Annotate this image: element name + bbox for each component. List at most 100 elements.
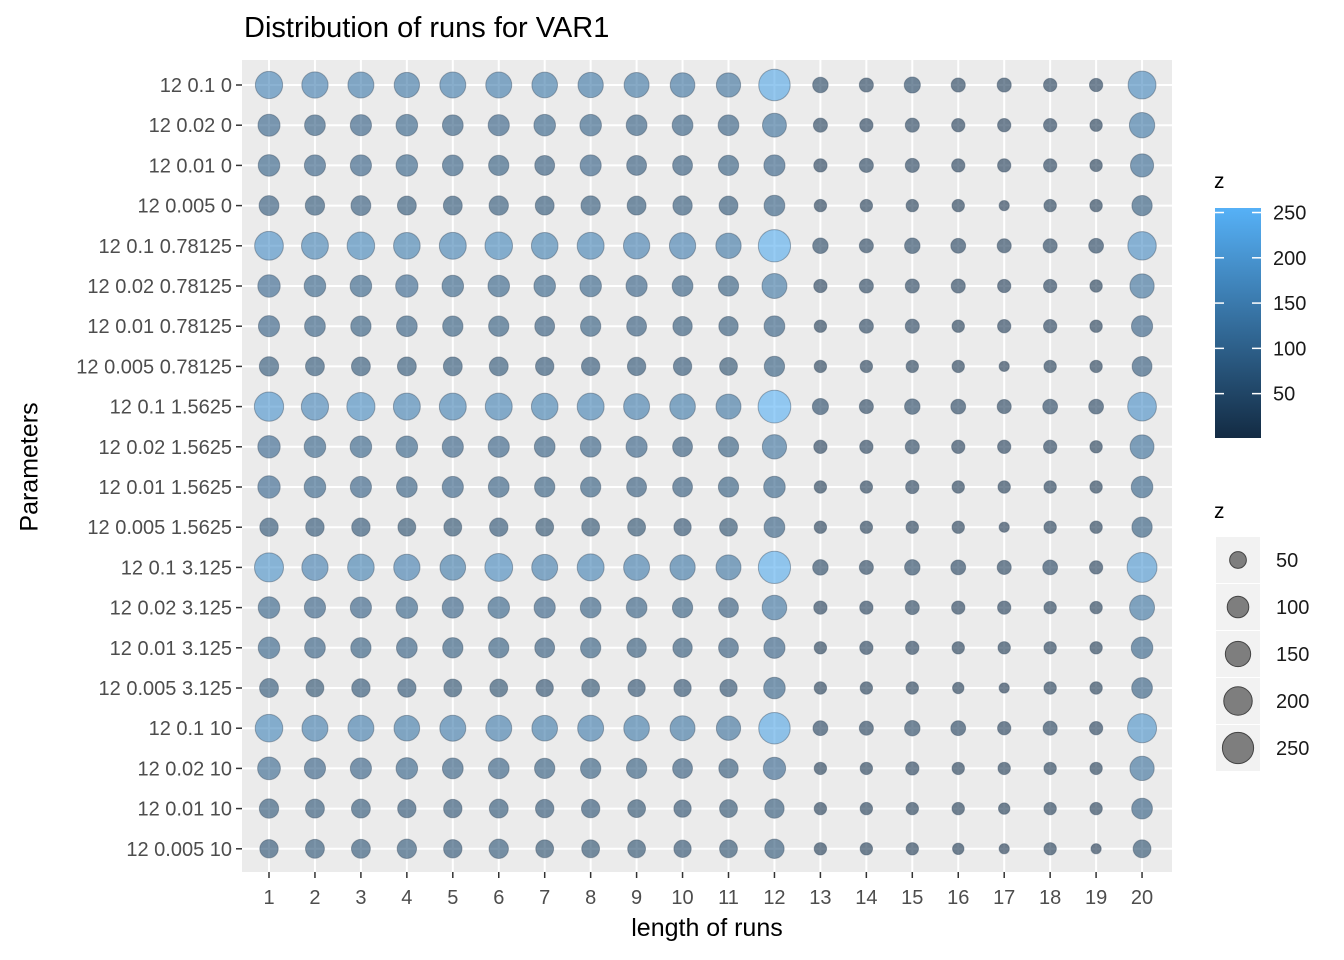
bubble-point — [951, 520, 965, 534]
bubble-point — [951, 761, 965, 776]
bubble-point — [763, 676, 786, 700]
bubble-point — [718, 637, 739, 659]
bubble-point — [626, 154, 648, 176]
bubble-point — [1043, 480, 1057, 494]
bubble-point — [488, 838, 509, 859]
y-tick-label: 12 0.02 10 — [137, 758, 232, 780]
bubble-point — [349, 435, 373, 459]
bubble-point — [581, 517, 601, 537]
bubble-point — [997, 439, 1012, 454]
bubble-point — [905, 761, 920, 776]
bubble-point — [672, 637, 693, 658]
bubble-point — [346, 392, 376, 422]
bubble-point — [439, 714, 467, 742]
bubble-point — [627, 678, 646, 698]
bubble-point — [672, 356, 693, 377]
bubble-point — [534, 637, 556, 659]
bubble-point — [950, 720, 967, 737]
bubble-point — [1043, 359, 1057, 374]
bubble-point — [349, 757, 372, 780]
bubble-point — [622, 232, 651, 260]
bubble-point — [1131, 677, 1153, 699]
bubble-point — [304, 114, 326, 137]
bubble-point — [580, 315, 602, 337]
y-tick-label: 12 0.02 3.125 — [110, 598, 232, 620]
bubble-point — [535, 678, 554, 698]
bubble-point — [579, 274, 602, 298]
bubble-point — [998, 843, 1010, 855]
bubble-point — [257, 113, 281, 137]
bubble-point — [347, 714, 375, 742]
bubble-point — [904, 719, 921, 737]
bubble-point — [488, 154, 510, 177]
bubble-point — [812, 720, 829, 737]
size-legend-point — [1229, 551, 1247, 569]
x-tick-label: 10 — [671, 887, 693, 909]
bubble-point — [304, 195, 326, 216]
bubble-point — [254, 70, 284, 100]
bubble-point — [623, 72, 650, 98]
bubble-point — [951, 319, 965, 333]
bubble-point — [625, 596, 648, 619]
bubble-point — [257, 596, 281, 619]
bubble-point — [813, 359, 828, 374]
bubble-point — [997, 721, 1012, 736]
bubble-point — [997, 802, 1011, 815]
bubble-point — [951, 439, 966, 454]
bubble-point — [763, 516, 786, 539]
bubble-point — [441, 154, 464, 177]
bubble-point — [1131, 355, 1153, 377]
bubble-point — [951, 118, 966, 133]
bubble-point — [484, 392, 513, 421]
bubble-point — [813, 600, 828, 615]
x-tick-label: 11 — [718, 887, 739, 909]
bubble-point — [534, 757, 556, 780]
bubble-point — [626, 195, 647, 216]
bubble-point — [349, 475, 372, 499]
bubble-point — [1127, 231, 1157, 261]
bubble-point — [1131, 516, 1153, 538]
bubble-point — [441, 114, 464, 137]
bubble-point — [577, 714, 605, 742]
y-tick-label: 12 0.1 0 — [160, 75, 232, 97]
bubble-point — [1089, 319, 1103, 333]
bubble-point — [395, 315, 418, 338]
y-tick-label: 12 0.01 0 — [149, 155, 232, 177]
bubble-point — [484, 231, 514, 261]
x-tick-label: 4 — [401, 887, 412, 909]
bubble-point — [395, 757, 419, 780]
bubble-points — [253, 68, 1158, 859]
bubble-point — [1089, 118, 1103, 132]
bubble-point — [623, 393, 651, 421]
bubble-point — [393, 714, 421, 742]
bubble-point — [997, 761, 1011, 776]
bubble-point — [1127, 713, 1158, 744]
bubble-point — [717, 114, 740, 137]
color-legend-label: 150 — [1273, 293, 1306, 315]
bubble-point — [530, 231, 559, 260]
bubble-point — [531, 714, 559, 742]
bubble-point — [996, 238, 1012, 254]
bubble-point — [813, 158, 828, 173]
y-tick-label: 12 0.1 1.5625 — [110, 397, 232, 419]
bubble-point — [441, 475, 464, 499]
bubble-point — [763, 154, 786, 177]
bubble-point — [903, 76, 921, 94]
bubble-point — [1043, 761, 1057, 776]
bubble-point — [305, 798, 325, 819]
bubble-point — [581, 678, 601, 698]
bubble-point — [1043, 158, 1058, 173]
y-tick-label: 12 0.1 3.125 — [121, 557, 232, 579]
bubble-point — [1130, 636, 1154, 660]
bubble-point — [758, 68, 791, 102]
x-tick-label: 9 — [631, 887, 642, 909]
bubble-point — [304, 315, 326, 338]
bubble-point — [858, 157, 874, 173]
bubble-point — [350, 195, 372, 217]
bubble-point — [905, 801, 920, 816]
bubble-point — [485, 714, 513, 742]
bubble-point — [489, 517, 509, 537]
bubble-point — [441, 435, 464, 458]
bubble-point — [1089, 480, 1103, 494]
bubble-point — [1088, 560, 1104, 575]
